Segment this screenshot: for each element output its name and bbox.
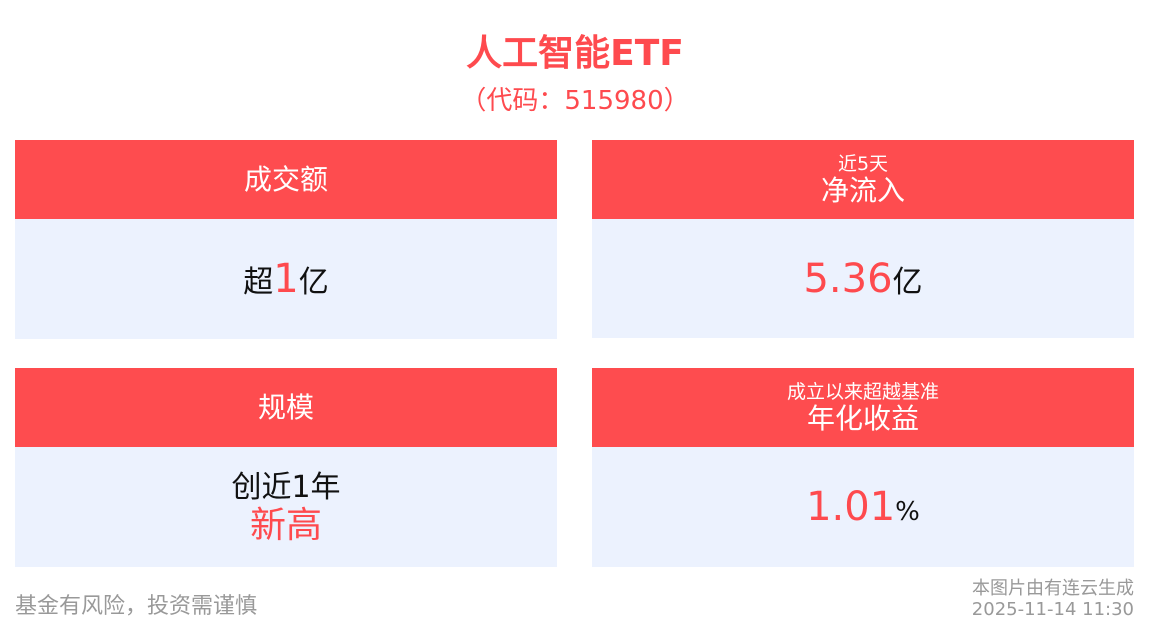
risk-disclaimer: 基金有风险，投资需谨慎 <box>15 594 258 619</box>
card-sublabel: 成立以来超越基准 <box>786 380 939 403</box>
fund-code: （代码：515980） <box>460 86 690 116</box>
card-net-inflow: 近5天 净流入 5.36亿 <box>592 140 1134 338</box>
value-suffix: 亿 <box>298 265 329 300</box>
footer-source: 本图片由有连云生成 2025-11-14 11:30 <box>972 578 1134 620</box>
value-number: 1.01 <box>806 484 896 530</box>
card-turnover: 成交额 超1亿 <box>15 140 557 339</box>
value-suffix: % <box>895 497 920 527</box>
card-annual-return: 成立以来超越基准 年化收益 1.01% <box>592 368 1134 567</box>
value-number: 1 <box>273 256 299 302</box>
value-prefix: 超 <box>243 265 274 300</box>
card-scale: 规模 创近1年 新高 <box>15 368 557 567</box>
card-label: 规模 <box>257 390 314 424</box>
value-suffix: 亿 <box>892 264 923 300</box>
value-text: 新高 <box>249 505 322 546</box>
value-prefix: 创近1年 <box>231 470 341 505</box>
card-value: 5.36亿 <box>803 256 922 302</box>
card-label: 净流入 <box>820 173 905 207</box>
page-title: 人工智能ETF <box>466 33 684 74</box>
card-label: 成交额 <box>243 162 328 196</box>
card-value: 1.01% <box>806 484 920 530</box>
timestamp: 2025-11-14 11:30 <box>971 599 1134 620</box>
source-text: 本图片由有连云生成 <box>972 578 1134 599</box>
value-number: 5.36 <box>803 255 893 302</box>
card-label: 年化收益 <box>806 401 919 435</box>
card-sublabel: 近5天 <box>837 152 889 175</box>
card-value: 超1亿 <box>243 256 328 302</box>
